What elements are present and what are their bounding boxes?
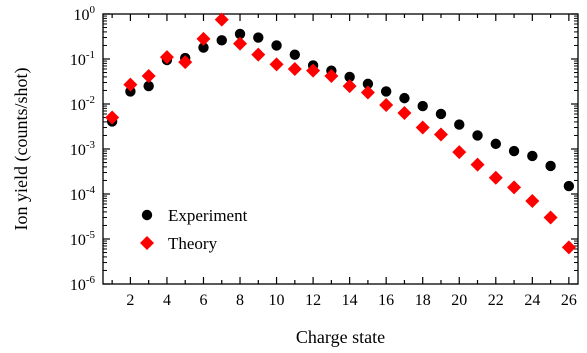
theory-point	[507, 180, 522, 195]
experiment-point	[380, 86, 392, 97]
x-tick-label: 4	[163, 292, 171, 309]
theory-point	[159, 50, 174, 65]
theory-point	[233, 36, 248, 51]
experiment-point	[472, 130, 483, 141]
experiment-point	[527, 150, 538, 162]
x-tick-label: 26	[561, 292, 577, 309]
x-tick-label: 14	[342, 292, 358, 309]
experiment-point	[216, 35, 227, 46]
theory-point	[123, 77, 138, 92]
y-tick-label: 10-2	[70, 94, 95, 114]
theory-point	[251, 47, 266, 62]
experiment-point	[289, 49, 301, 60]
x-tick-label: 22	[488, 292, 504, 309]
y-tick-label: 100	[74, 4, 96, 24]
tick-labels-group: 2 4 6 8 10 12 14 16 18 20 22 24 2610010-110-210-310-…	[70, 4, 577, 309]
x-tick-label: 10	[269, 292, 285, 309]
y-axis-title: Ion yield (counts/shot)	[11, 68, 32, 231]
theory-point	[196, 31, 211, 46]
experiment-point	[253, 32, 264, 43]
experiment-point	[563, 180, 575, 192]
x-tick-label: 12	[305, 292, 321, 309]
experiment-legend-label: Experiment	[168, 206, 248, 225]
experiment-point	[454, 119, 465, 130]
theory-point	[415, 120, 430, 135]
theory-point	[379, 98, 394, 113]
x-tick-label: 20	[451, 292, 467, 309]
theory-point	[543, 210, 558, 225]
axis-ticks-group	[103, 13, 578, 285]
experiment-point	[234, 28, 246, 40]
theory-point	[488, 170, 503, 185]
y-tick-label: 10-1	[70, 49, 95, 69]
experiment-series	[106, 28, 575, 192]
experiment-point	[435, 108, 447, 120]
theory-point	[452, 145, 467, 160]
theory-point	[141, 68, 156, 83]
experiment-point	[344, 71, 355, 83]
experiment-legend-marker	[141, 209, 153, 221]
theory-point	[178, 55, 193, 70]
x-tick-label: 8	[236, 292, 244, 309]
experiment-point	[198, 42, 209, 53]
theory-point	[342, 79, 357, 94]
theory-point	[287, 61, 302, 76]
theory-point	[561, 240, 576, 255]
experiment-point	[362, 78, 374, 90]
data-series-group	[105, 12, 576, 255]
experiment-point	[399, 92, 410, 104]
x-tick-label: 24	[524, 292, 540, 309]
theory-point	[105, 110, 120, 125]
y-tick-label: 10-6	[70, 274, 96, 294]
y-tick-label: 10-5	[70, 229, 96, 249]
theory-point	[324, 68, 339, 83]
experiment-point	[417, 100, 428, 112]
theory-point	[470, 157, 485, 172]
theory-legend-label: Theory	[168, 234, 218, 253]
x-tick-label: 18	[415, 292, 431, 309]
x-tick-label: 6	[199, 292, 207, 309]
y-tick-label: 10-3	[70, 139, 96, 159]
theory-point	[306, 63, 321, 78]
experiment-point	[508, 145, 520, 157]
x-tick-label: 16	[378, 292, 394, 309]
theory-point	[397, 106, 412, 121]
theory-series	[105, 12, 576, 255]
theory-point	[525, 193, 540, 208]
x-tick-label: 2	[126, 292, 134, 309]
legend: Experiment Theory	[140, 206, 248, 253]
theory-point	[360, 85, 375, 100]
theory-point	[433, 127, 448, 142]
y-tick-label: 10-4	[70, 184, 96, 204]
experiment-point	[143, 80, 154, 92]
theory-legend-marker	[140, 236, 154, 250]
experiment-point	[271, 40, 282, 51]
theory-point	[269, 57, 284, 72]
theory-point	[214, 12, 229, 27]
experiment-point	[545, 160, 556, 172]
x-axis-title: Charge state	[296, 327, 385, 347]
experiment-point	[490, 138, 501, 150]
